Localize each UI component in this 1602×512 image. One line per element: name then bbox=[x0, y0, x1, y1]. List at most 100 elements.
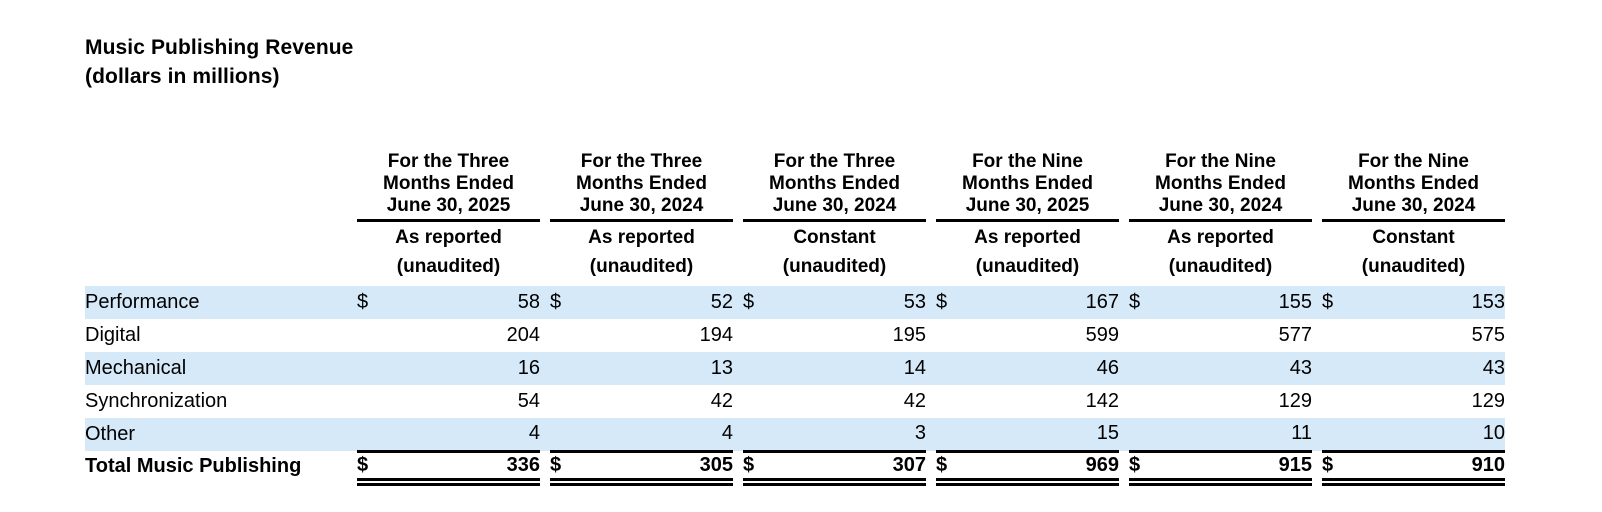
value-cell: 58 bbox=[387, 286, 540, 319]
value-cell: 43 bbox=[1352, 352, 1505, 385]
period-line: For the Three bbox=[773, 151, 896, 172]
table-row-other: Other 4 4 3 15 11 10 bbox=[85, 418, 1505, 453]
column-gap bbox=[1312, 319, 1322, 352]
page-title: Music Publishing Revenue bbox=[85, 36, 354, 59]
column-gap bbox=[540, 385, 550, 418]
currency-cell bbox=[357, 352, 387, 385]
period-line: June 30, 2024 bbox=[772, 195, 897, 216]
total-value-cell: 307 bbox=[773, 451, 926, 486]
column-gap bbox=[1119, 451, 1129, 482]
period-line: Months Ended bbox=[576, 173, 707, 194]
currency-cell bbox=[1322, 385, 1352, 418]
period-header: For the Nine Months Ended June 30, 2024 bbox=[1129, 151, 1312, 222]
column-gap bbox=[1119, 385, 1129, 418]
column-gap bbox=[1119, 352, 1129, 385]
column-gap bbox=[733, 221, 743, 254]
period-line: For the Three bbox=[580, 151, 703, 172]
currency-cell: $ bbox=[1129, 286, 1159, 319]
period-header: For the Three Months Ended June 30, 2024 bbox=[550, 151, 733, 222]
currency-cell bbox=[357, 319, 387, 352]
currency-cell: $ bbox=[1322, 286, 1352, 319]
currency-cell bbox=[1322, 418, 1352, 453]
period-header: For the Three Months Ended June 30, 2025 bbox=[357, 151, 540, 222]
column-gap bbox=[540, 253, 550, 286]
value-cell: 11 bbox=[1159, 418, 1312, 453]
value-cell: 155 bbox=[1159, 286, 1312, 319]
value-cell: 42 bbox=[710, 390, 733, 412]
column-gap bbox=[926, 385, 936, 418]
value-cell: 52 bbox=[580, 286, 733, 319]
total-row-label: Total Music Publishing bbox=[85, 455, 302, 477]
total-value-cell: 910 bbox=[1352, 451, 1505, 486]
period-line: June 30, 2025 bbox=[965, 195, 1090, 216]
basis-header-row: As reported As reported Constant As repo… bbox=[85, 221, 1505, 254]
currency-cell bbox=[1129, 385, 1159, 418]
period-line: June 30, 2024 bbox=[1351, 195, 1476, 216]
column-gap bbox=[733, 319, 743, 352]
row-label: Performance bbox=[85, 286, 357, 319]
period-line: For the Three bbox=[387, 151, 510, 172]
column-gap bbox=[733, 151, 743, 221]
currency-cell: $ bbox=[936, 451, 966, 486]
value-cell: 16 bbox=[387, 352, 540, 385]
table-row-digital: Digital 204 194 195 599 577 575 bbox=[85, 319, 1505, 352]
value-cell: 129 bbox=[1471, 390, 1505, 412]
value-cell: 167 bbox=[966, 286, 1119, 319]
currency-cell bbox=[1322, 319, 1352, 352]
currency-cell: $ bbox=[743, 286, 773, 319]
period-line: June 30, 2025 bbox=[386, 195, 511, 216]
column-gap bbox=[540, 151, 550, 221]
value-cell: 3 bbox=[773, 418, 926, 453]
currency-cell bbox=[936, 385, 966, 418]
row-label: Other bbox=[85, 418, 357, 451]
period-line: Months Ended bbox=[769, 173, 900, 194]
unaudited-note: (unaudited) bbox=[782, 256, 887, 277]
column-gap bbox=[926, 221, 936, 254]
value-cell: 46 bbox=[966, 352, 1119, 385]
page-subtitle: (dollars in millions) bbox=[85, 65, 280, 88]
column-gap bbox=[540, 451, 550, 482]
column-gap bbox=[1119, 253, 1129, 286]
period-header: For the Nine Months Ended June 30, 2025 bbox=[936, 151, 1119, 222]
table-row-performance: Performance $ 58 $ 52 $ 53 $ 167 $ 155 $… bbox=[85, 286, 1505, 319]
value-cell: 14 bbox=[773, 352, 926, 385]
period-line: Months Ended bbox=[1155, 173, 1286, 194]
value-cell: 10 bbox=[1352, 418, 1505, 453]
basis-header: As reported bbox=[588, 226, 695, 248]
currency-cell bbox=[1129, 418, 1159, 453]
value-cell: 13 bbox=[580, 352, 733, 385]
column-gap bbox=[1312, 418, 1322, 451]
currency-cell: $ bbox=[357, 286, 387, 319]
column-gap bbox=[1312, 253, 1322, 286]
note-header-row: (unaudited) (unaudited) (unaudited) (una… bbox=[85, 253, 1505, 286]
currency-cell: $ bbox=[936, 286, 966, 319]
period-line: Months Ended bbox=[383, 173, 514, 194]
column-gap bbox=[733, 352, 743, 385]
column-gap bbox=[926, 286, 936, 319]
value-cell: 194 bbox=[699, 324, 733, 346]
period-line: For the Nine bbox=[1165, 151, 1276, 172]
title-block: Music Publishing Revenue (dollars in mil… bbox=[85, 33, 1602, 91]
column-gap bbox=[733, 385, 743, 418]
column-gap bbox=[1312, 221, 1322, 254]
revenue-table: For the Three Months Ended June 30, 2025… bbox=[85, 151, 1505, 486]
value-cell: 129 bbox=[1278, 390, 1312, 412]
value-cell: 575 bbox=[1471, 324, 1505, 346]
table-row-synchronization: Synchronization 54 42 42 142 129 129 bbox=[85, 385, 1505, 418]
total-value-cell: 915 bbox=[1159, 451, 1312, 486]
value-cell: 577 bbox=[1278, 324, 1312, 346]
column-gap bbox=[926, 451, 936, 482]
period-line: Months Ended bbox=[962, 173, 1093, 194]
currency-cell bbox=[550, 319, 580, 352]
value-cell: 54 bbox=[517, 390, 540, 412]
period-line: Months Ended bbox=[1348, 173, 1479, 194]
currency-cell: $ bbox=[743, 451, 773, 486]
currency-cell bbox=[936, 352, 966, 385]
value-cell: 142 bbox=[1085, 390, 1119, 412]
value-cell: 4 bbox=[387, 418, 540, 453]
period-header-row: For the Three Months Ended June 30, 2025… bbox=[85, 151, 1505, 222]
currency-cell bbox=[550, 385, 580, 418]
currency-cell: $ bbox=[1322, 451, 1352, 486]
table-row-total: Total Music Publishing $ 336 $ 305 $ 307… bbox=[85, 451, 1505, 486]
column-gap bbox=[733, 253, 743, 286]
